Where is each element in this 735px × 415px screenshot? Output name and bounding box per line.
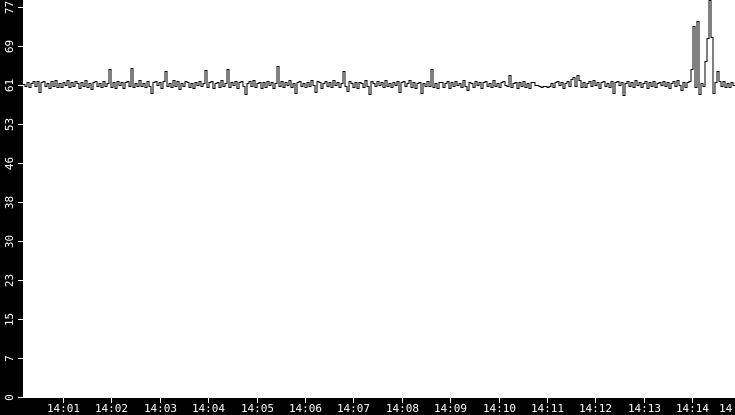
x-axis-tick-label: 14:03 — [144, 402, 177, 415]
y-axis-tick-label: 23 — [3, 274, 16, 287]
y-axis-tick-label: 77 — [3, 1, 16, 14]
y-axis-band — [0, 0, 23, 398]
y-axis-tick-label: 53 — [3, 118, 16, 131]
series-line — [23, 0, 735, 96]
x-axis-tick-label: 14:10 — [483, 402, 516, 415]
x-axis-tick-label: 14:07 — [337, 402, 370, 415]
y-axis-tick-label: 30 — [3, 235, 16, 248]
y-axis-tick-label: 46 — [3, 157, 16, 170]
x-axis-band — [0, 398, 735, 415]
x-axis-tick-label: 14:14 — [676, 402, 709, 415]
x-axis-tick-label: 14:06 — [289, 402, 322, 415]
y-axis: 77 69 61 53 46 38 30 23 15 7 0 — [3, 1, 23, 401]
x-axis-tick-label: 14:01 — [47, 402, 80, 415]
x-axis-tick-label: 14:04 — [192, 402, 225, 415]
y-axis-tick-label: 69 — [3, 40, 16, 53]
y-axis-tick-label: 15 — [3, 313, 16, 326]
x-axis-tick-label: 14:12 — [579, 402, 612, 415]
x-axis-overflow-label: 14 — [719, 402, 733, 415]
y-axis-tick-label: 7 — [3, 355, 16, 362]
x-axis-tick-label: 14:13 — [628, 402, 661, 415]
plot-area — [23, 0, 735, 96]
x-axis-tick-label: 14:11 — [531, 402, 564, 415]
x-axis-tick-label: 14:08 — [386, 402, 419, 415]
x-axis: 14:01 14:02 14:03 14:04 14:05 14:06 14:07 14:08… — [47, 398, 733, 415]
y-axis-tick-label: 61 — [3, 79, 16, 92]
x-axis-tick-label: 14:02 — [95, 402, 128, 415]
x-axis-tick-label: 14:05 — [241, 402, 274, 415]
y-axis-tick-label: 0 — [3, 394, 16, 401]
x-axis-tick-label: 14:09 — [434, 402, 467, 415]
y-axis-tick-label: 38 — [3, 196, 16, 209]
